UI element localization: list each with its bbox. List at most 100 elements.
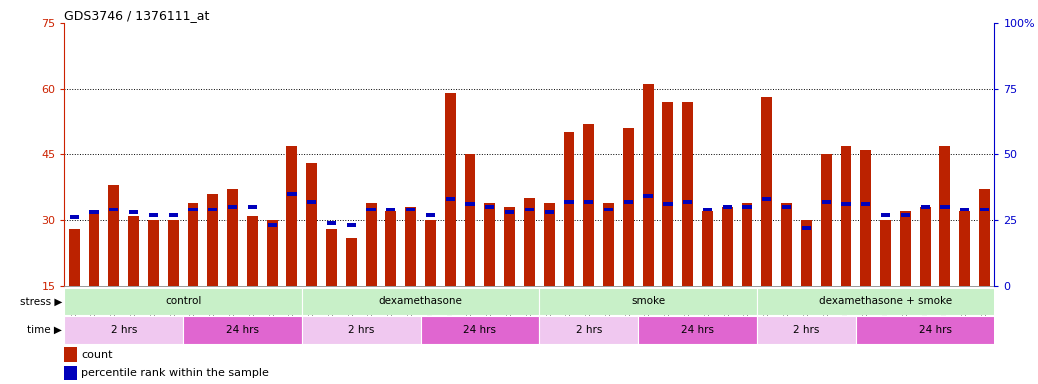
Text: GDS3746 / 1376111_at: GDS3746 / 1376111_at	[64, 9, 210, 22]
Bar	[168, 220, 179, 286]
Bar	[960, 208, 969, 212]
Bar	[604, 208, 613, 212]
Text: 24 hrs: 24 hrs	[681, 325, 714, 335]
Bar	[227, 189, 238, 286]
Bar	[662, 102, 674, 286]
Text: smoke: smoke	[631, 296, 665, 306]
Text: 2 hrs: 2 hrs	[793, 325, 820, 335]
Bar	[801, 220, 812, 286]
Bar	[920, 207, 931, 286]
Bar	[583, 124, 594, 286]
Text: 24 hrs: 24 hrs	[919, 325, 952, 335]
Text: time ▶: time ▶	[27, 325, 62, 335]
Bar	[939, 146, 951, 286]
Bar	[722, 205, 732, 209]
Text: 24 hrs: 24 hrs	[463, 325, 496, 335]
Bar	[188, 208, 197, 212]
Bar	[782, 205, 791, 209]
Bar	[64, 348, 77, 362]
Bar	[183, 316, 302, 344]
Bar	[88, 211, 100, 286]
Bar	[267, 220, 277, 286]
Bar	[861, 150, 871, 286]
Bar	[940, 205, 950, 209]
Bar	[757, 288, 1014, 315]
Text: stress ▶: stress ▶	[20, 296, 62, 306]
Bar	[862, 202, 871, 206]
Bar	[856, 316, 1014, 344]
Bar	[64, 366, 77, 380]
Bar	[683, 200, 692, 204]
Bar	[564, 132, 574, 286]
Bar	[386, 208, 395, 212]
Bar	[762, 98, 772, 286]
Bar	[801, 226, 811, 230]
Bar	[70, 215, 79, 219]
Bar	[208, 194, 218, 286]
Bar	[366, 208, 376, 212]
Bar	[327, 221, 336, 225]
Bar	[822, 200, 830, 204]
Bar	[64, 288, 302, 315]
Bar	[565, 200, 574, 204]
Bar	[128, 216, 139, 286]
Bar	[288, 192, 297, 196]
Bar	[445, 197, 455, 201]
Bar	[742, 205, 752, 209]
Bar	[326, 229, 337, 286]
Bar	[188, 202, 198, 286]
Text: percentile rank within the sample: percentile rank within the sample	[81, 368, 269, 378]
Bar	[524, 198, 535, 286]
Bar	[624, 200, 633, 204]
Bar	[757, 316, 856, 344]
Text: dexamethasone + smoke: dexamethasone + smoke	[819, 296, 952, 306]
Text: 2 hrs: 2 hrs	[575, 325, 602, 335]
Bar	[881, 213, 891, 217]
Bar	[247, 216, 257, 286]
Bar	[584, 200, 594, 204]
Bar	[89, 210, 99, 214]
Bar	[663, 202, 673, 206]
Bar	[702, 211, 713, 286]
Bar	[385, 211, 397, 286]
Bar	[69, 229, 80, 286]
Text: 2 hrs: 2 hrs	[348, 325, 375, 335]
Bar	[762, 197, 771, 201]
Bar	[603, 202, 613, 286]
Bar	[682, 102, 693, 286]
Bar	[703, 208, 712, 212]
Bar	[420, 316, 540, 344]
Bar	[306, 163, 318, 286]
Bar	[209, 208, 217, 212]
Bar	[921, 205, 930, 209]
Bar	[302, 288, 540, 315]
Bar	[286, 146, 297, 286]
Bar	[346, 238, 357, 286]
Bar	[148, 220, 159, 286]
Bar	[741, 202, 753, 286]
Text: control: control	[165, 296, 201, 306]
Bar	[108, 185, 119, 286]
Bar	[485, 205, 494, 209]
Bar	[540, 316, 638, 344]
Bar	[638, 316, 757, 344]
Bar	[365, 202, 377, 286]
Bar	[302, 316, 420, 344]
Bar	[959, 211, 971, 286]
Bar	[901, 213, 910, 217]
Bar	[721, 207, 733, 286]
Bar	[405, 207, 416, 286]
Bar	[980, 208, 989, 212]
Bar	[268, 223, 277, 227]
Bar	[347, 223, 356, 227]
Bar	[406, 208, 415, 212]
Bar	[644, 194, 653, 199]
Bar	[900, 211, 910, 286]
Bar	[425, 220, 436, 286]
Bar	[148, 213, 158, 217]
Bar	[979, 189, 990, 286]
Bar	[307, 200, 317, 204]
Bar	[842, 202, 850, 206]
Bar	[525, 208, 534, 212]
Bar	[465, 202, 474, 206]
